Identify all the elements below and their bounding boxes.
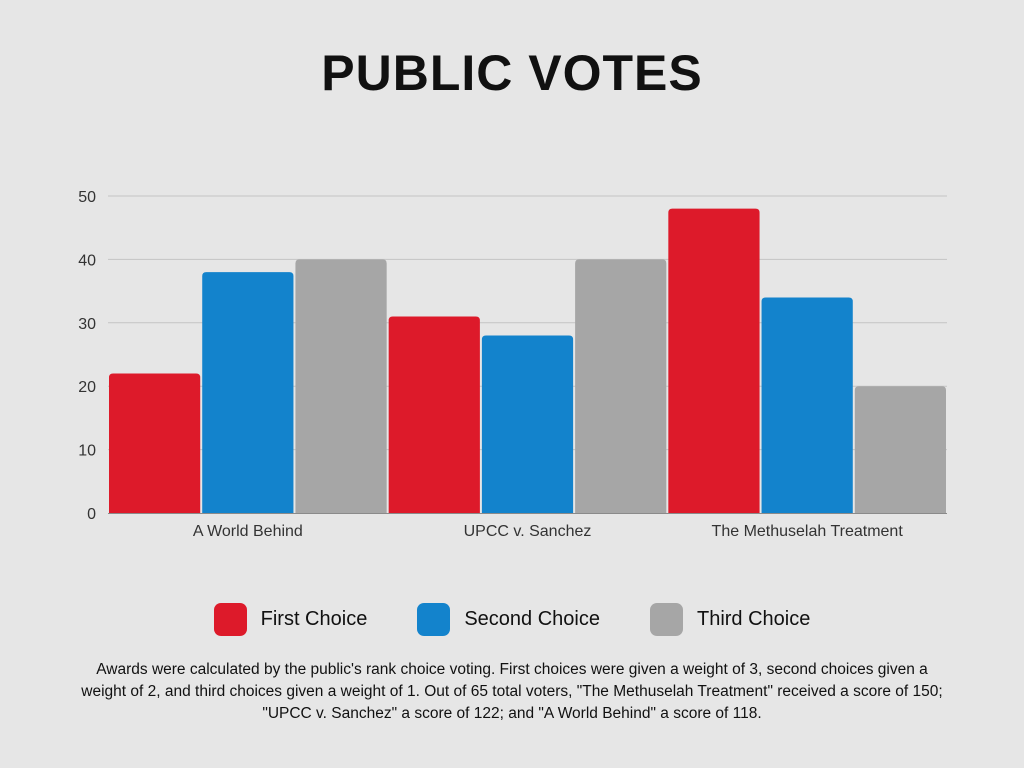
bar-chart: 0 10 20 30 40 50 A World Behind UPCC v. Sanchez… xyxy=(78,189,947,540)
bar-0-2 xyxy=(295,259,387,513)
y-tick-label: 20 xyxy=(78,379,96,396)
bar-2-0 xyxy=(668,208,760,513)
legend-swatch-first-choice xyxy=(213,603,247,636)
y-tick-label: 10 xyxy=(78,443,96,460)
x-category-label: UPCC v. Sanchez xyxy=(464,523,592,540)
x-category-label: The Methuselah Treatment xyxy=(712,523,904,540)
y-tick-label: 50 xyxy=(78,189,96,206)
x-category-label: A World Behind xyxy=(193,523,303,540)
bar-1-2 xyxy=(575,259,667,513)
bar-2-1 xyxy=(761,297,853,513)
legend-item-second-choice: Second Choice xyxy=(417,603,600,636)
bar-2-2 xyxy=(854,386,946,513)
legend-item-third-choice: Third Choice xyxy=(649,603,811,636)
legend: First Choice Second Choice Third Choice xyxy=(0,603,1024,636)
y-tick-label: 30 xyxy=(78,316,96,333)
legend-swatch-second-choice xyxy=(417,603,451,636)
footnote: Awards were calculated by the public's r… xyxy=(81,661,943,722)
legend-label-second-choice: Second Choice xyxy=(464,608,600,630)
bar-0-0 xyxy=(109,373,201,513)
bar-0-1 xyxy=(202,272,294,513)
legend-label-first-choice: First Choice xyxy=(260,608,368,630)
y-tick-label: 40 xyxy=(78,252,96,269)
chart-title: PUBLIC VOTES xyxy=(321,45,703,101)
legend-item-first-choice: First Choice xyxy=(213,603,368,636)
bar-1-1 xyxy=(481,335,574,513)
legend-label-third-choice: Third Choice xyxy=(696,608,811,630)
bar-1-0 xyxy=(388,316,480,513)
legend-swatch-third-choice xyxy=(649,603,683,636)
y-tick-label: 0 xyxy=(87,506,96,523)
